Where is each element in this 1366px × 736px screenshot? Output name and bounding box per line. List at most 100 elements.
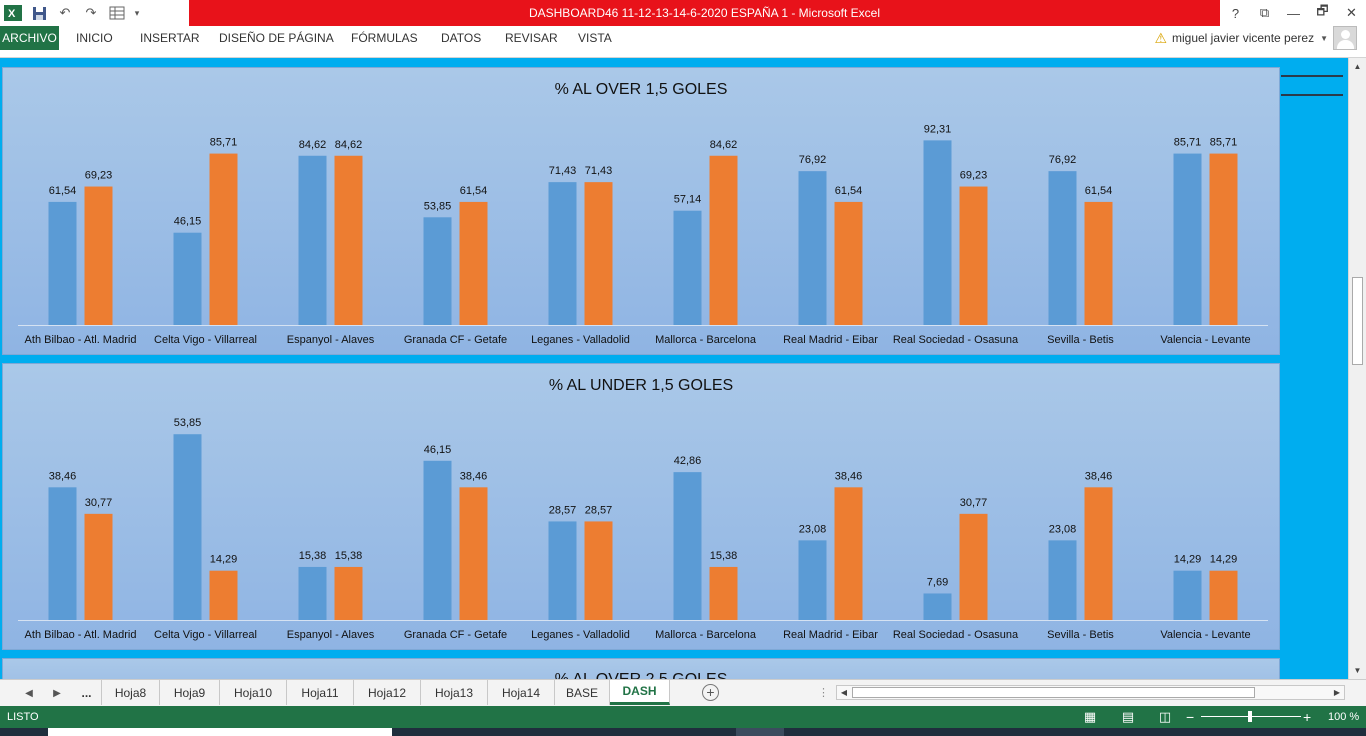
bar-series-1 <box>423 217 452 325</box>
data-label: 38,46 <box>49 470 77 482</box>
data-label: 85,71 <box>1174 137 1202 149</box>
form-icon[interactable] <box>104 2 130 24</box>
page-break-icon[interactable]: ◫ <box>1158 709 1172 724</box>
vertical-scroll-thumb[interactable] <box>1352 277 1363 365</box>
horizontal-scrollbar[interactable]: ◀ ▶ <box>836 685 1345 700</box>
tab-dash[interactable]: DASH <box>610 680 670 705</box>
chart-over-2-5[interactable]: % AL OVER 2,5 GOLES <box>2 658 1280 679</box>
category-label: Ath Bilbao - Atl. Madrid <box>25 629 137 641</box>
bar-series-2 <box>834 201 863 325</box>
data-label: 15,38 <box>299 550 327 562</box>
data-label: 84,62 <box>335 139 363 151</box>
bar-series-2 <box>1084 201 1113 325</box>
tab-inicio[interactable]: INICIO <box>76 31 113 45</box>
zoom-in-button[interactable]: + <box>1303 709 1312 725</box>
data-label: 7,69 <box>927 576 948 588</box>
title-bar: X ↶ ↷ ▾ DASHBOARD46 11-12-13-14-6-2020 E… <box>0 0 1366 26</box>
add-sheet-button[interactable]: + <box>702 684 719 701</box>
tab-hoja8[interactable]: Hoja8 <box>102 680 160 705</box>
divider-line <box>1281 94 1343 96</box>
tab-insertar[interactable]: INSERTAR <box>140 31 200 45</box>
data-label: 14,29 <box>1174 554 1202 566</box>
bar-series-1 <box>1173 570 1202 620</box>
data-label: 42,86 <box>674 455 702 467</box>
bar-series-2 <box>959 513 988 620</box>
tab-archivo[interactable]: ARCHIVO <box>0 26 59 50</box>
tab-datos[interactable]: DATOS <box>441 31 482 45</box>
user-account[interactable]: ⚠ miguel javier vicente perez ▼ <box>1154 26 1328 50</box>
excel-logo-icon[interactable]: X <box>0 2 26 24</box>
data-label: 28,57 <box>549 504 577 516</box>
data-label: 15,38 <box>710 550 738 562</box>
chart-under-1-5[interactable]: % AL UNDER 1,5 GOLES 38,46 30,77 Ath Bilba… <box>2 363 1280 650</box>
scroll-left-icon[interactable]: ◀ <box>840 688 848 697</box>
data-label: 84,62 <box>710 139 738 151</box>
bar-series-1 <box>173 434 202 620</box>
minimize-button[interactable]: — <box>1287 5 1300 21</box>
bar-series-2 <box>84 186 113 325</box>
bar-series-1 <box>1048 171 1077 325</box>
taskbar <box>0 728 1366 736</box>
tab-base[interactable]: BASE <box>555 680 610 705</box>
tab-revisar[interactable]: REVISAR <box>505 31 558 45</box>
tab-hoja14[interactable]: Hoja14 <box>488 680 555 705</box>
bar-series-1 <box>548 182 577 325</box>
bar-series-1 <box>298 155 327 325</box>
data-label: 69,23 <box>85 170 113 182</box>
close-button[interactable]: ✕ <box>1346 5 1357 20</box>
help-button[interactable]: ? <box>1231 5 1240 21</box>
customize-icon[interactable]: ▾ <box>134 7 140 18</box>
prev-sheet-icon[interactable]: ◀ <box>25 687 33 699</box>
scroll-down-icon[interactable]: ▼ <box>1353 666 1362 675</box>
worksheet-area[interactable]: % AL OVER 1,5 GOLES 61,54 69,23 Ath Bilbao… <box>0 58 1348 679</box>
scroll-right-icon[interactable]: ▶ <box>1333 688 1341 697</box>
data-label: 71,43 <box>585 165 613 177</box>
ribbon-display-button[interactable]: ⧉ <box>1259 5 1270 20</box>
page-layout-icon[interactable]: ▤ <box>1121 709 1135 724</box>
quick-access-toolbar: X ↶ ↷ ▾ <box>0 0 144 26</box>
window-controls: ? ⧉ — 🗗 ✕ <box>1221 0 1366 26</box>
zoom-slider-thumb[interactable] <box>1248 711 1252 722</box>
save-icon[interactable] <box>26 2 52 24</box>
tab-vista[interactable]: VISTA <box>578 31 612 45</box>
data-label: 76,92 <box>1049 154 1077 166</box>
tab-hoja13[interactable]: Hoja13 <box>421 680 488 705</box>
avatar[interactable] <box>1333 26 1357 50</box>
chart-under-1-5-plot: 38,46 30,77 Ath Bilbao - Atl. Madrid 53,85 1… <box>18 417 1268 641</box>
bar-series-2 <box>459 487 488 620</box>
bar-series-2 <box>584 182 613 325</box>
ribbon: ARCHIVO INICIO INSERTAR DISEÑO DE PÁGINA… <box>0 26 1366 58</box>
tab-hoja10[interactable]: Hoja10 <box>220 680 287 705</box>
data-label: 46,15 <box>174 216 202 228</box>
scroll-up-icon[interactable]: ▲ <box>1353 62 1362 71</box>
chart-over-1-5[interactable]: % AL OVER 1,5 GOLES 61,54 69,23 Ath Bilbao… <box>2 67 1280 355</box>
bar-series-2 <box>1084 487 1113 620</box>
bar-series-1 <box>1173 153 1202 325</box>
horizontal-scroll-thumb[interactable] <box>852 687 1255 698</box>
chart-title: % AL OVER 2,5 GOLES <box>3 671 1279 679</box>
tab-hoja12[interactable]: Hoja12 <box>354 680 421 705</box>
data-label: 53,85 <box>424 200 452 212</box>
tab-formulas[interactable]: FÓRMULAS <box>351 31 418 45</box>
bar-series-2 <box>709 566 738 620</box>
svg-text:X: X <box>8 8 16 20</box>
splitter-icon[interactable]: ⋮ <box>818 687 829 699</box>
data-label: 23,08 <box>1049 523 1077 535</box>
zoom-out-button[interactable]: − <box>1186 709 1195 725</box>
category-label: Sevilla - Betis <box>1047 334 1114 346</box>
tab-hoja11[interactable]: Hoja11 <box>287 680 354 705</box>
redo-icon[interactable]: ↷ <box>85 5 97 20</box>
tab-diseno-de-pagina[interactable]: DISEÑO DE PÁGINA <box>219 31 334 45</box>
restore-button[interactable]: 🗗 <box>1316 3 1329 18</box>
next-sheet-icon[interactable]: ▶ <box>53 687 61 699</box>
bar-series-1 <box>673 472 702 620</box>
normal-view-icon[interactable]: ▦ <box>1083 709 1097 724</box>
data-label: 46,15 <box>424 444 452 456</box>
category-label: Granada CF - Getafe <box>404 334 507 346</box>
bar-series-2 <box>84 513 113 620</box>
more-sheets-button[interactable]: ... <box>72 680 102 705</box>
tab-hoja9[interactable]: Hoja9 <box>160 680 220 705</box>
undo-icon[interactable]: ↶ <box>59 5 71 20</box>
vertical-scrollbar[interactable]: ▲ ▼ <box>1348 58 1366 679</box>
zoom-level[interactable]: 100 % <box>1328 711 1360 723</box>
